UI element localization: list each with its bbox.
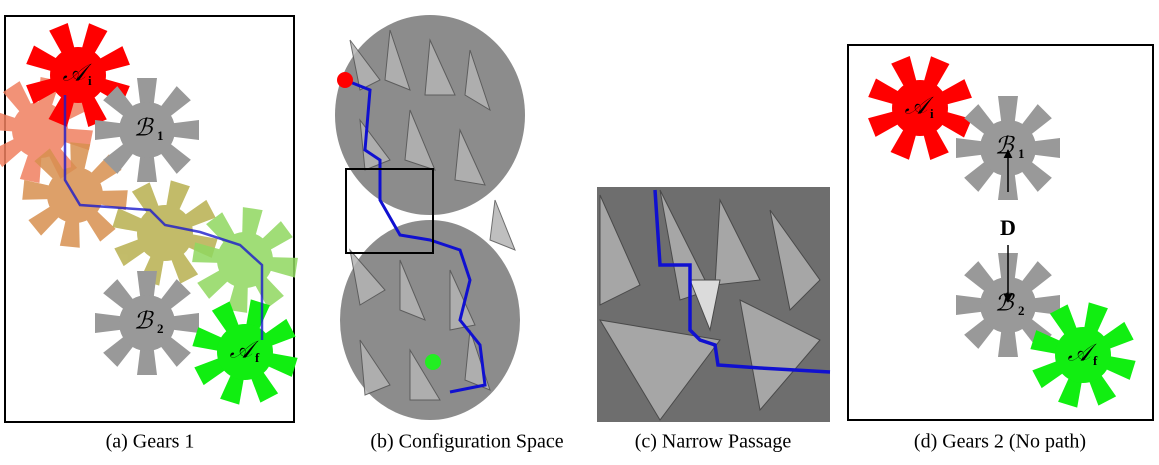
figure: 𝒜iℬ1ℬ2𝒜f𝒜iℬ1ℬ2𝒜f D (a) Gears 1 (b) Confi… [0,0,1159,460]
caption: (d) Gears 2 (No path) [914,431,1086,453]
caption: (a) Gears 1 [106,431,195,453]
caption: (c) Narrow Passage [635,431,792,453]
gear [192,207,298,313]
gear-subscript: f [255,350,260,365]
gear-subscript: i [88,73,92,88]
gear-label: ℬ [995,134,1016,160]
gear-body [137,205,193,261]
gear-subscript: 2 [157,321,164,336]
gear-subscript: 1 [1018,146,1025,161]
gear-subscript: f [1093,353,1098,368]
distance-label: D [1000,215,1016,240]
gear-subscript: i [930,106,934,121]
gear-label: ℬ [134,116,155,142]
gear-subscript: 2 [1018,303,1025,318]
configuration-space [335,15,525,420]
gear-label: ℬ [134,309,155,335]
narrow-passage [597,187,830,422]
gear-subscript: 1 [157,128,164,143]
caption: (b) Configuration Space [370,431,563,453]
gear-label: ℬ [995,291,1016,317]
